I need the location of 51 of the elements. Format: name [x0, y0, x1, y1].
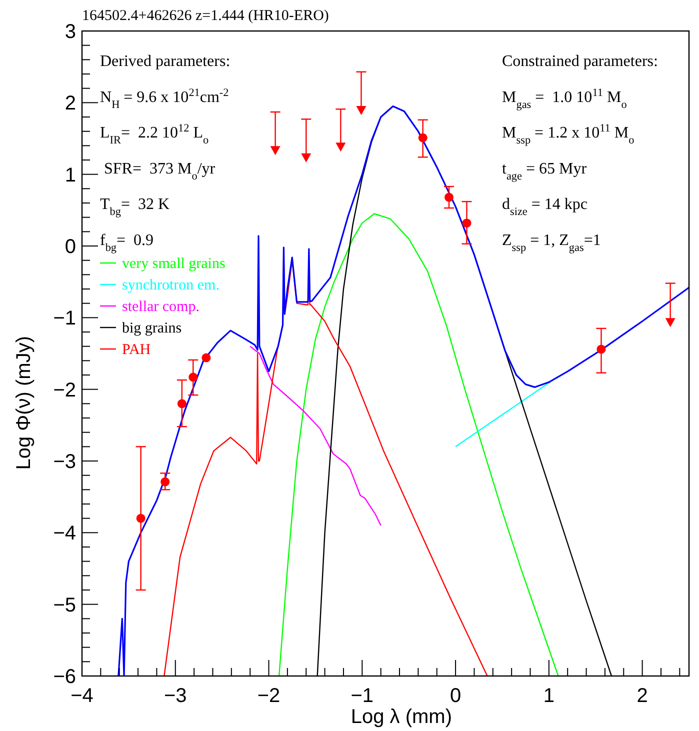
y-tick-label: −6 [53, 666, 76, 688]
point [270, 146, 280, 156]
point [177, 399, 186, 408]
annotation: Constrained parameters: [502, 53, 658, 70]
x-axis-title: Log λ (mm) [350, 706, 452, 728]
annotation: Derived parameters: [100, 53, 230, 70]
x-tick-label: 0 [450, 685, 462, 707]
annotation: SFR= 373 M$_{o}$/yr [100, 160, 216, 182]
y-tick-label: −5 [53, 594, 76, 616]
point [202, 353, 211, 362]
x-tick-label: −2 [257, 685, 280, 707]
point [136, 514, 146, 523]
legend-label: big grains [122, 320, 182, 336]
legend-label: synchrotron em. [122, 278, 220, 294]
point [444, 192, 454, 202]
point [356, 106, 366, 116]
y-tick-label: −3 [53, 451, 76, 473]
annotation: L$_{IR}$= 2.2 10$^{12}$ L$_{o}$ [100, 122, 209, 147]
y-tick-label: −4 [53, 522, 76, 545]
line-series [249, 346, 382, 526]
annotation: N$_{H}$ = 9.6 x 10$^{21}$cm$^{-2}$ [100, 86, 229, 111]
point [160, 477, 170, 486]
y-tick-label: 3 [64, 21, 76, 43]
y-axis-title: Log Φ(ν) (mJy) [13, 336, 35, 470]
annotation: f$_{bg}$= 0.9 [100, 232, 154, 254]
legend-label: PAH [122, 342, 151, 358]
x-tick-label: 2 [636, 685, 648, 707]
y-tick-label: 0 [64, 236, 76, 258]
y-tick-label: −2 [53, 379, 76, 402]
y-tick-label: 2 [64, 92, 76, 115]
annotation: M$_{gas}$ = 1.0 10$^{11}$ M$_{o}$ [502, 86, 628, 111]
x-tick-label: −1 [350, 685, 374, 707]
annotation: t$_{age}$ = 65 Myr [502, 160, 588, 182]
point [188, 372, 198, 382]
point [665, 318, 676, 328]
annotation: M$_{ssp}$ = 1.2 x 10$^{11}$ M$_{o}$ [502, 122, 635, 147]
point [336, 142, 346, 152]
x-tick-label: 1 [543, 685, 554, 707]
y-tick-label: 1 [64, 164, 76, 186]
point [301, 153, 312, 162]
annotation: Z$_{ssp}$ = 1, Z$_{gas}$=1 [502, 232, 601, 254]
annotation: d$_{size}$ = 14 kpc [502, 196, 588, 218]
legend-label: stellar comp. [122, 299, 200, 315]
point [462, 218, 472, 228]
legend-label: very small grains [122, 256, 226, 272]
point [596, 344, 606, 354]
y-tick-label: −1 [53, 308, 76, 330]
chart-title: 164502.4+462626 z=1.444 (HR10-ERO) [82, 8, 329, 24]
x-tick-label: −3 [164, 685, 187, 707]
annotation: T$_{bg}$= 32 K [100, 196, 170, 218]
point [418, 133, 428, 142]
